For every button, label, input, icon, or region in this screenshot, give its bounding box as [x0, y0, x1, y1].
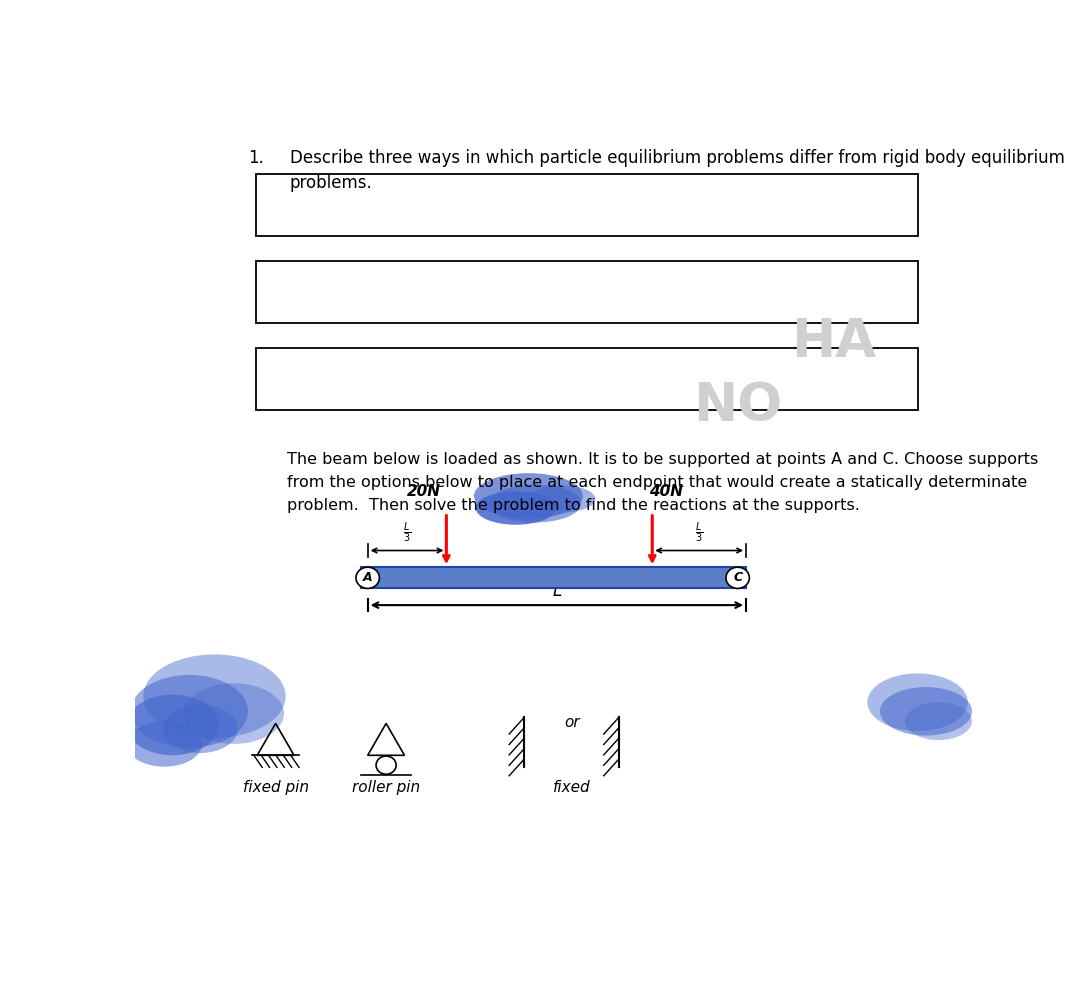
- Ellipse shape: [880, 688, 972, 736]
- Ellipse shape: [163, 704, 238, 753]
- Ellipse shape: [126, 694, 218, 755]
- Bar: [256, 173, 918, 235]
- Bar: [256, 348, 918, 410]
- Text: Describe three ways in which particle equilibrium problems differ from rigid bod: Describe three ways in which particle eq…: [289, 149, 1065, 192]
- Ellipse shape: [126, 721, 202, 766]
- Text: A: A: [363, 571, 373, 584]
- Circle shape: [356, 567, 379, 588]
- Ellipse shape: [905, 702, 972, 740]
- Text: $\frac{L}{3}$: $\frac{L}{3}$: [696, 521, 703, 546]
- Ellipse shape: [475, 492, 556, 525]
- Text: $L$: $L$: [552, 582, 562, 600]
- Text: 40N: 40N: [649, 484, 684, 499]
- Text: fixed pin: fixed pin: [243, 779, 309, 795]
- Text: 1.: 1.: [248, 149, 264, 166]
- Ellipse shape: [184, 684, 284, 744]
- Ellipse shape: [144, 654, 285, 738]
- Bar: [256, 261, 918, 323]
- Text: 20N: 20N: [407, 484, 441, 499]
- Text: The beam below is loaded as shown. It is to be supported at points A and C. Choo: The beam below is loaded as shown. It is…: [287, 452, 1039, 512]
- Ellipse shape: [528, 486, 595, 512]
- Circle shape: [376, 756, 396, 774]
- Text: C: C: [733, 571, 742, 584]
- Ellipse shape: [474, 473, 583, 519]
- Ellipse shape: [867, 674, 968, 731]
- Text: HA: HA: [792, 316, 877, 368]
- Ellipse shape: [489, 485, 581, 522]
- Text: roller pin: roller pin: [352, 779, 420, 795]
- Text: fixed: fixed: [553, 779, 591, 795]
- Text: $\frac{L}{3}$: $\frac{L}{3}$: [403, 521, 411, 546]
- Circle shape: [726, 567, 750, 588]
- Text: or: or: [564, 715, 580, 730]
- Ellipse shape: [131, 675, 248, 748]
- Bar: [361, 567, 746, 588]
- Text: NO: NO: [693, 380, 782, 432]
